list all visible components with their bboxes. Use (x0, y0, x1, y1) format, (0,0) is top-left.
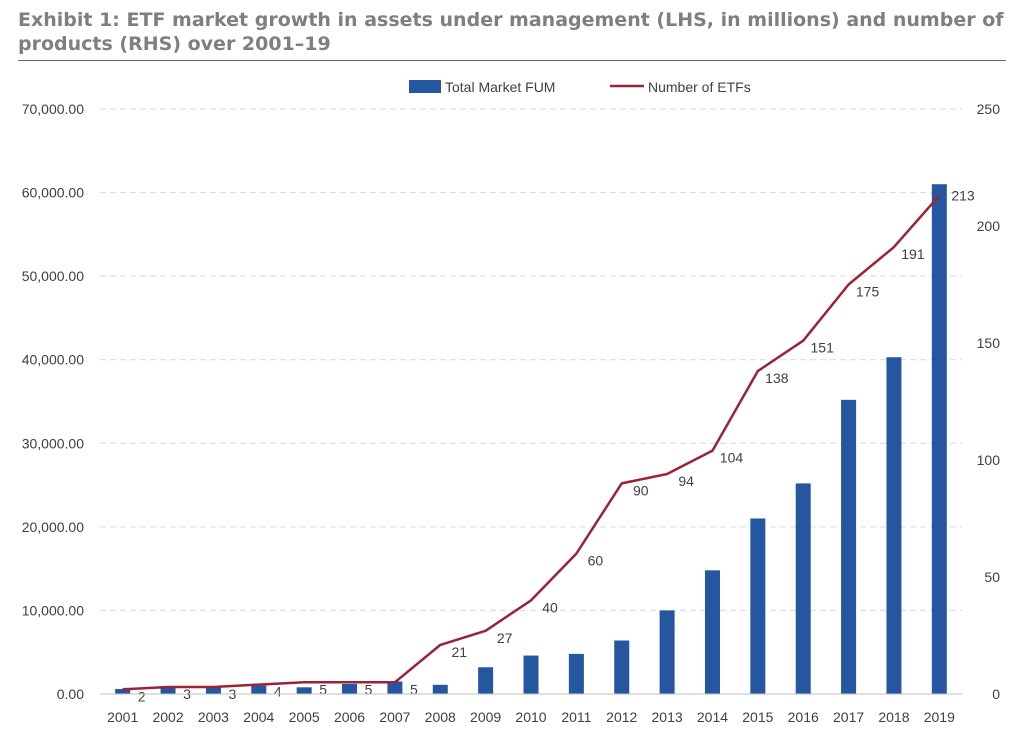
fum-bar (841, 399, 857, 694)
chart-title: Exhibit 1: ETF market growth in assets u… (18, 9, 1004, 55)
x-tick-label: 2003 (198, 709, 229, 725)
etf-count-label: 104 (720, 450, 744, 466)
y-left-tick-label: 10,000.00 (22, 602, 84, 618)
fum-bar (750, 518, 766, 694)
etf-count-label: 5 (410, 681, 418, 697)
x-tick-label: 2017 (833, 709, 864, 725)
x-tick-label: 2004 (243, 709, 274, 725)
title-divider (18, 60, 1006, 61)
x-tick-label: 2011 (561, 709, 591, 725)
line-series (122, 194, 941, 691)
legend-bar-label: Total Market FUM (445, 79, 555, 95)
y-right-tick-label: 200 (977, 218, 1001, 234)
y-right-tick-label: 50 (984, 569, 1000, 585)
fum-bar (296, 687, 312, 694)
etf-count-label: 5 (319, 681, 327, 697)
legend-bar-swatch (409, 80, 441, 93)
x-tick-label: 2016 (788, 709, 819, 725)
etf-count-label: 4 (274, 684, 282, 700)
fum-bar (568, 653, 584, 694)
etf-count-label: 94 (678, 473, 694, 489)
fum-bar (160, 687, 176, 694)
x-tick-label: 2008 (425, 709, 456, 725)
etf-count-label: 60 (588, 553, 604, 569)
etf-count-label: 138 (765, 370, 789, 386)
legend-line-label: Number of ETFs (648, 79, 751, 95)
y-right-tick-label: 250 (977, 101, 1001, 117)
x-tick-label: 2015 (742, 709, 773, 725)
y-right-tick-label: 0 (992, 686, 1000, 702)
etf-count-label: 213 (951, 188, 975, 204)
etf-count-label: 90 (633, 482, 649, 498)
y-right-tick-label: 100 (977, 452, 1001, 468)
gridlines (100, 108, 962, 611)
fum-bar (478, 667, 494, 694)
etf-count-label: 5 (365, 681, 373, 697)
x-tick-label: 2002 (152, 709, 183, 725)
y-left-tick-label: 20,000.00 (22, 519, 84, 535)
x-tick-label: 2019 (924, 709, 955, 725)
fum-bar (704, 570, 720, 694)
x-tick-label: 2018 (878, 709, 909, 725)
x-tick-label: 2005 (289, 709, 320, 725)
fum-bar (523, 655, 539, 694)
etf-count-label: 2 (138, 688, 146, 704)
fum-bar (251, 685, 267, 694)
fum-bar (795, 483, 811, 694)
fum-bar (886, 357, 902, 694)
x-tick-label: 2013 (652, 709, 683, 725)
y-left-tick-label: 0.00 (57, 686, 84, 702)
fum-bar (115, 688, 131, 694)
fum-bar (659, 610, 675, 694)
y-left-tick-label: 50,000.00 (22, 268, 84, 284)
axes: 0.00 10,000.00 20,000.00 30,000.00 40,000.00… (22, 101, 1001, 725)
fum-bar (432, 684, 448, 694)
etf-count-line (122, 194, 941, 691)
y-left-tick-label: 40,000.00 (22, 352, 84, 368)
fum-bar (342, 683, 358, 694)
etf-count-label: 191 (901, 246, 925, 262)
y-left-tick-label: 60,000.00 (22, 185, 84, 201)
x-tick-label: 2009 (470, 709, 501, 725)
etf-count-label: 175 (856, 284, 880, 300)
fum-bar (614, 640, 630, 694)
fum-bar (387, 681, 403, 694)
fum-bar (931, 184, 947, 694)
x-tick-label: 2014 (697, 709, 728, 725)
x-tick-label: 2006 (334, 709, 365, 725)
x-tick-label: 2007 (379, 709, 410, 725)
etf-count-label: 27 (497, 630, 513, 646)
y-left-tick-label: 30,000.00 (22, 435, 84, 451)
x-tick-label: 2001 (107, 709, 138, 725)
legend: Total Market FUM Number of ETFs (409, 79, 751, 95)
x-tick-label: 2012 (606, 709, 637, 725)
fum-bar (205, 686, 221, 694)
etf-count-label: 40 (542, 599, 558, 615)
etf-count-label: 21 (451, 644, 467, 660)
y-right-tick-label: 150 (977, 335, 1001, 351)
y-left-tick-label: 70,000.00 (22, 101, 84, 117)
x-tick-label: 2010 (515, 709, 546, 725)
etf-count-label: 151 (811, 340, 835, 356)
bar-series (115, 184, 947, 694)
